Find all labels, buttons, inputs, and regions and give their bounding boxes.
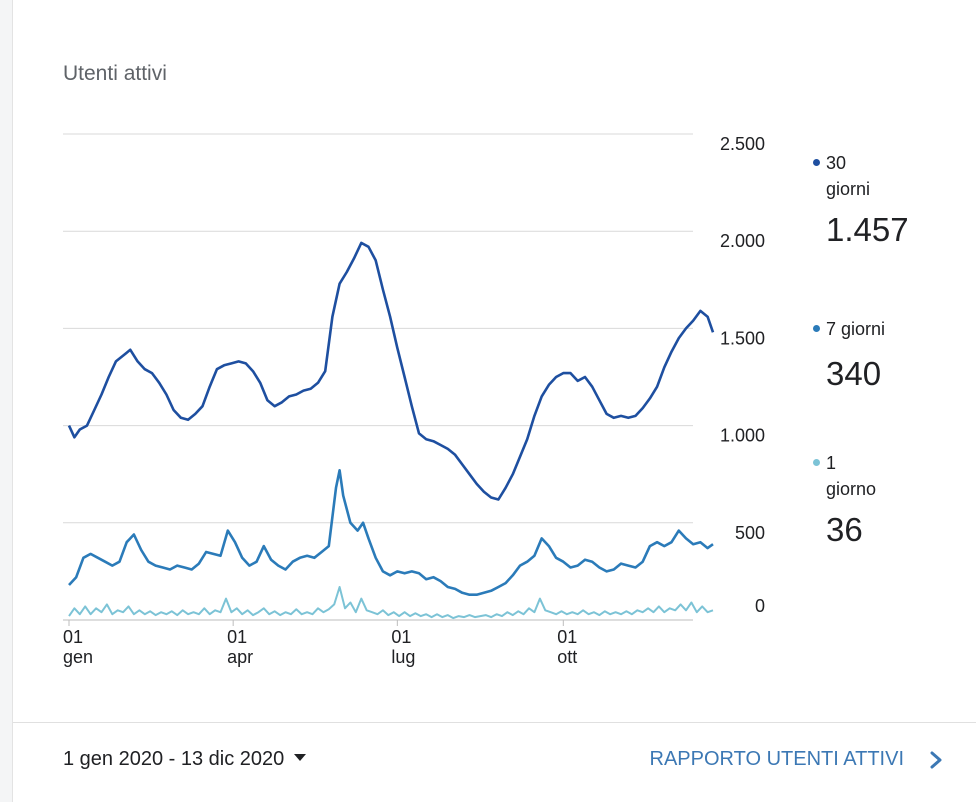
legend-value-7-days: 340 — [826, 355, 882, 392]
y-tick-label: 0 — [755, 596, 765, 616]
x-tick-label: 01 — [227, 627, 247, 647]
caret-down-icon — [294, 754, 307, 762]
series-line-7-giorni — [68, 468, 714, 597]
legend-label-1-day-line2: giorno — [826, 479, 877, 499]
x-tick-label: 01 — [63, 627, 83, 647]
active-users-report-link[interactable]: RAPPORTO UTENTI ATTIVI — [650, 748, 946, 771]
date-range-selector[interactable]: 1 gen 2020 - 13 dic 2020 — [63, 748, 307, 771]
legend-item-1-day: 1 giorno 36 — [813, 450, 963, 550]
legend-dot-30-days — [813, 158, 820, 166]
legend-dot-1-day — [813, 458, 820, 466]
chevron-right-icon — [930, 751, 942, 768]
y-tick-label: 1.000 — [720, 426, 765, 446]
chart-series — [67, 241, 715, 620]
date-range-label: 1 gen 2020 - 13 dic 2020 — [63, 748, 285, 770]
report-link-label: RAPPORTO UTENTI ATTIVI — [649, 748, 904, 770]
legend-value-30-days: 1.457 — [826, 211, 909, 248]
card-title: Utenti attivi — [63, 62, 167, 85]
active-users-card: Utenti attivi 2.500 2.000 1.500 1.000 500 0 0… — [12, 0, 976, 802]
x-tick-label: gen — [63, 647, 93, 667]
x-tick-label: 01 — [391, 627, 411, 647]
series-line-1-giorno — [68, 586, 714, 620]
footer-divider — [13, 722, 976, 723]
legend-label-30-days: 30 — [826, 153, 847, 173]
y-axis-ticks: 2.500 2.000 1.500 1.000 500 0 — [720, 134, 765, 616]
legend-label-30-days-line2: giorni — [826, 179, 871, 199]
series-line-30-giorni — [67, 241, 715, 501]
y-tick-label: 500 — [735, 523, 765, 543]
legend-value-1-day: 36 — [826, 511, 863, 548]
x-tick-label: 01 — [557, 627, 577, 647]
y-tick-label: 1.500 — [720, 328, 765, 348]
chart-gridlines — [63, 133, 693, 621]
x-tick-label: lug — [391, 647, 415, 667]
legend-label-7-days: 7 giorni — [826, 319, 886, 339]
legend-label-1-day: 1 — [826, 453, 837, 473]
legend-item-30-days: 30 giorni 1.457 — [813, 150, 963, 250]
legend-dot-7-days — [813, 324, 820, 332]
x-tick-label: ott — [557, 647, 577, 667]
y-tick-label: 2.500 — [720, 134, 765, 154]
y-tick-label: 2.000 — [720, 231, 765, 251]
legend-item-7-days: 7 giorni 340 — [813, 316, 963, 394]
x-tick-label: apr — [227, 647, 253, 667]
